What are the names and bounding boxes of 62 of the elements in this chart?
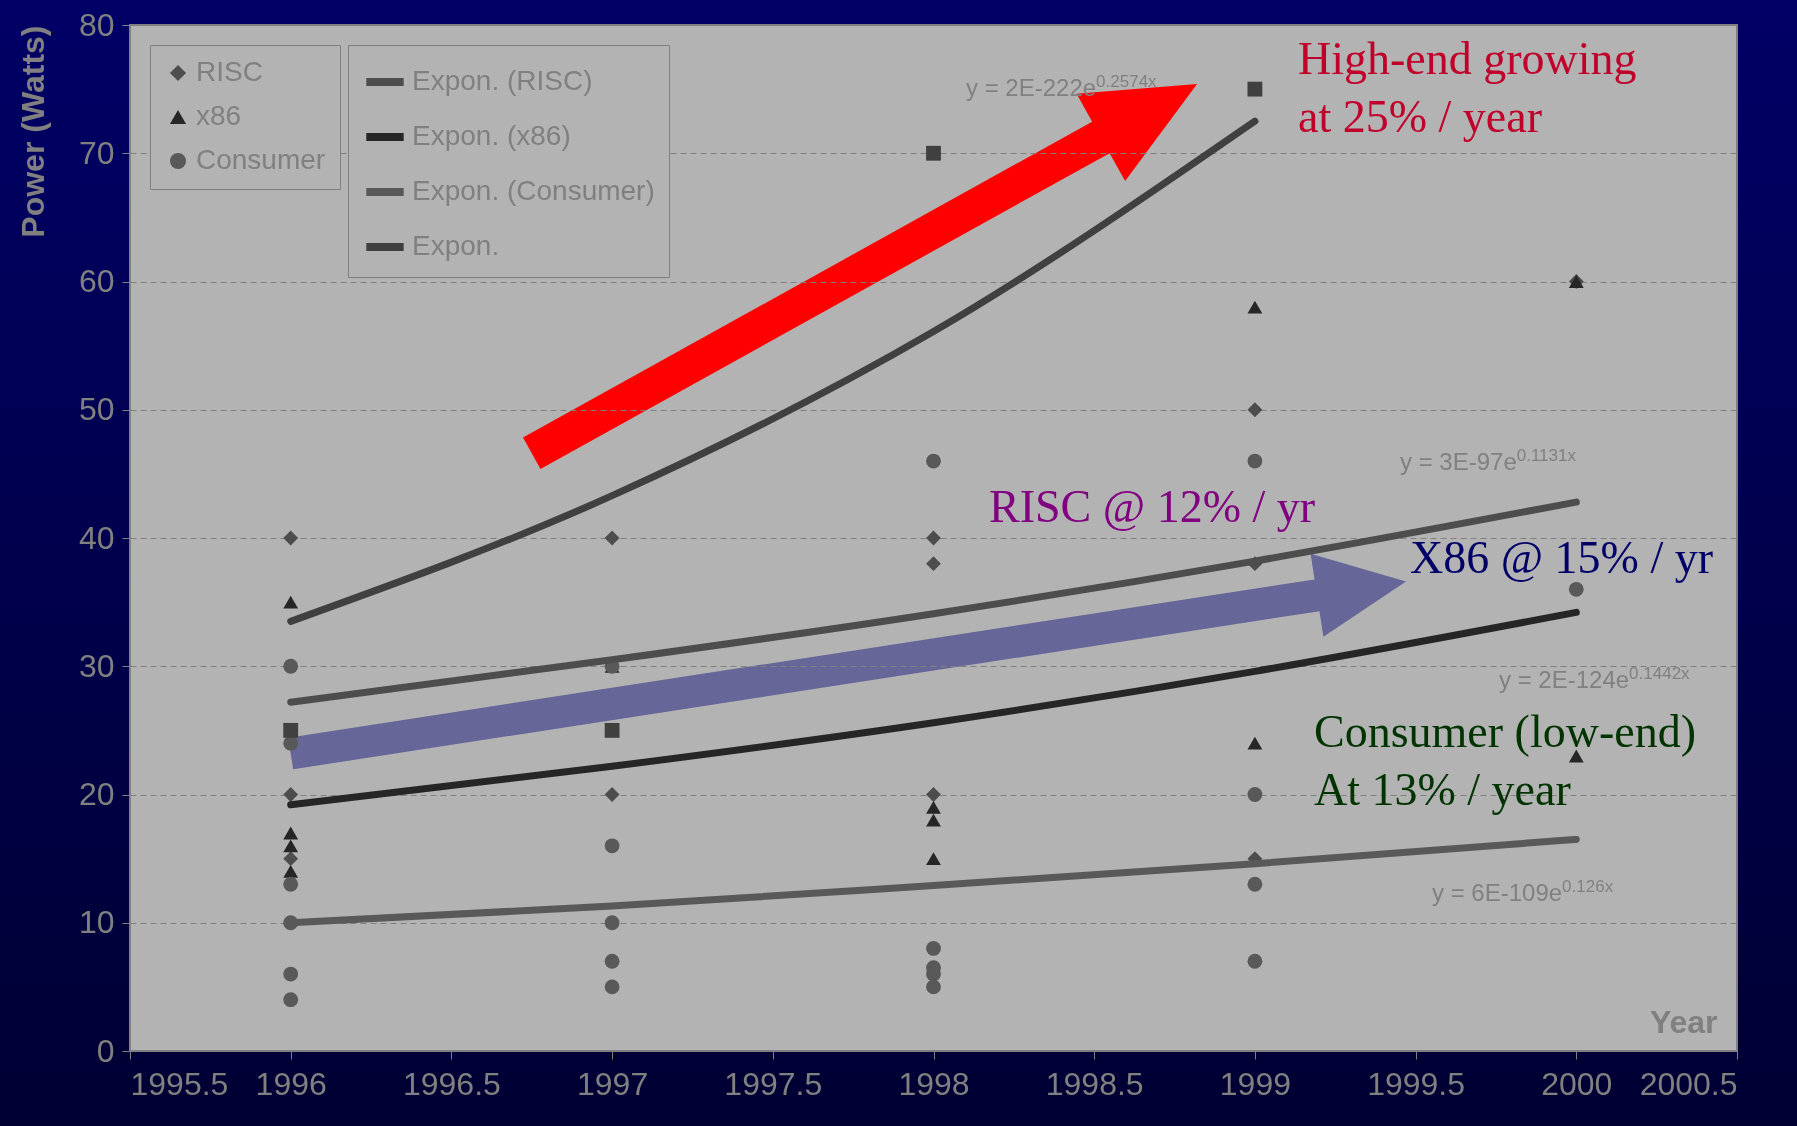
- x-tick-label: 1996: [255, 1065, 327, 1102]
- point: [604, 979, 620, 995]
- point: [1247, 453, 1263, 469]
- point: [1247, 953, 1263, 969]
- y-tick-label: 40: [78, 519, 115, 556]
- x-tick-label: 2000: [1541, 1065, 1613, 1102]
- point: [604, 787, 620, 802]
- point: [926, 941, 941, 956]
- x-tick-label: 1995.5: [130, 1065, 229, 1102]
- point: [283, 530, 299, 546]
- point: [283, 839, 299, 853]
- y-tick-label: 50: [78, 391, 115, 428]
- point: [604, 915, 620, 931]
- point: [1247, 81, 1263, 97]
- x-tick-label: 1998.5: [1045, 1065, 1144, 1102]
- y-axis-title: Power (Watts): [14, 25, 51, 238]
- y-tick-label: 30: [78, 647, 115, 684]
- point: [604, 953, 620, 969]
- point: [604, 838, 620, 854]
- x-tick-label: 2000.5: [1639, 1065, 1738, 1102]
- y-tick-label: 10: [78, 904, 115, 941]
- point: [283, 722, 299, 738]
- point: [1247, 787, 1263, 802]
- point: [283, 865, 299, 878]
- x-tick-label: 1996.5: [402, 1065, 501, 1102]
- y-tick-label: 80: [78, 6, 115, 43]
- x-tick-label: 1997: [577, 1065, 649, 1102]
- annotation: RISC @ 12% / yr: [989, 481, 1316, 532]
- y-tick-label: 70: [78, 134, 115, 171]
- point: [926, 556, 941, 572]
- point: [283, 851, 299, 867]
- y-tick-label: 60: [78, 263, 115, 299]
- y-tick-label: 0: [96, 1032, 115, 1069]
- annotation: X86 @ 15% / yr: [1410, 532, 1713, 583]
- point: [283, 966, 299, 982]
- point: [1247, 876, 1263, 892]
- point: [926, 813, 941, 827]
- point: [283, 658, 299, 674]
- point: [283, 787, 299, 802]
- point: [1568, 581, 1584, 597]
- point: [926, 787, 941, 802]
- point: [604, 530, 620, 546]
- point: [926, 453, 941, 469]
- x-tick-label: 1999: [1219, 1065, 1291, 1102]
- annotation: Consumer (low-end) At 13% / year: [1314, 706, 1696, 815]
- y-tick-label: 20: [78, 776, 115, 812]
- point: [1247, 736, 1263, 750]
- point: [926, 800, 941, 814]
- point: [926, 979, 941, 995]
- point: [283, 595, 299, 609]
- x-tick-label: 1997.5: [724, 1065, 823, 1102]
- point: [604, 722, 620, 738]
- point: [283, 826, 299, 840]
- x-tick-label: 1999.5: [1367, 1065, 1466, 1102]
- point: [283, 876, 299, 892]
- annotation: High-end growing at 25% / year: [1298, 33, 1637, 142]
- x-tick-label: 1998: [898, 1065, 970, 1102]
- point: [1247, 402, 1263, 418]
- point: [926, 852, 941, 866]
- point: [1247, 300, 1263, 314]
- point: [926, 145, 941, 161]
- point: [283, 992, 299, 1008]
